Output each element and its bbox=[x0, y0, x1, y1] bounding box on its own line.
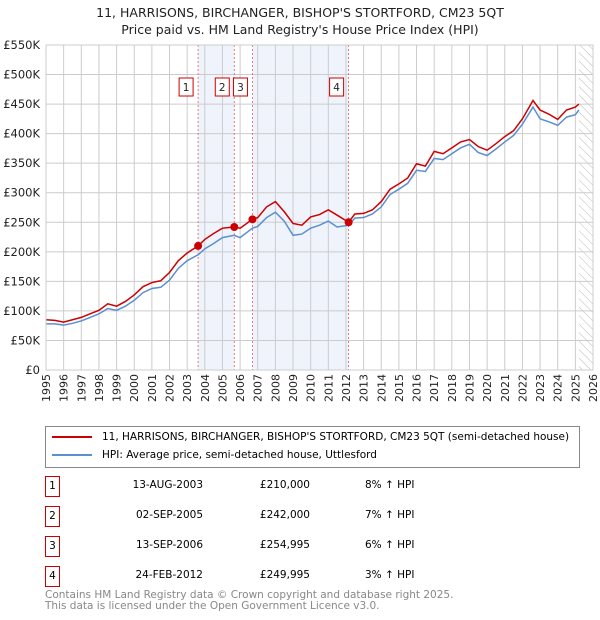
x-tick-label: 2000 bbox=[128, 374, 141, 402]
sale-marker-badge: 4 bbox=[45, 566, 60, 587]
x-tick-label: 2009 bbox=[287, 374, 300, 402]
legend-property: 11, HARRISONS, BIRCHANGER, BISHOP'S STOR… bbox=[102, 431, 570, 443]
legend: 11, HARRISONS, BIRCHANGER, BISHOP'S STOR… bbox=[45, 426, 580, 468]
x-tick-label: 2024 bbox=[552, 374, 565, 402]
x-tick-label: 1995 bbox=[40, 374, 53, 402]
hpi-change: 8% ↑ HPI bbox=[365, 479, 415, 491]
sale-marker-label: 2 bbox=[219, 82, 226, 94]
x-tick-label: 2003 bbox=[181, 374, 194, 402]
x-tick-label: 2026 bbox=[587, 374, 600, 402]
sale-price: £242,000 bbox=[259, 509, 310, 521]
price-paid-line bbox=[45, 99, 580, 323]
chart-subtitle: Price paid vs. HM Land Registry's House … bbox=[121, 22, 479, 37]
x-tick-label: 2008 bbox=[269, 374, 282, 402]
x-tick-label: 2012 bbox=[340, 374, 353, 402]
y-tick-label: £550K bbox=[3, 38, 40, 52]
sale-marker-box bbox=[232, 77, 248, 97]
x-tick-label: 2022 bbox=[516, 374, 529, 402]
x-tick-label: 2021 bbox=[499, 374, 512, 402]
sale-marker-badge: 1 bbox=[45, 476, 60, 497]
y-tick-label: £450K bbox=[3, 97, 40, 111]
y-tick-label: £50K bbox=[11, 333, 41, 347]
x-tick-label: 2025 bbox=[569, 374, 582, 402]
transaction-row: 2 02-SEP-2005 £242,000 7% ↑ HPI bbox=[45, 506, 445, 527]
shaded-range bbox=[198, 45, 235, 370]
x-tick-label: 2004 bbox=[199, 374, 212, 402]
sale-point bbox=[344, 218, 353, 227]
sale-point bbox=[230, 223, 239, 231]
x-tick-label: 2013 bbox=[358, 374, 371, 402]
x-tick-label: 1996 bbox=[58, 374, 71, 402]
y-tick-label: £400K bbox=[3, 127, 40, 141]
hpi-change: 7% ↑ HPI bbox=[365, 509, 415, 521]
x-tick-label: 2007 bbox=[252, 374, 265, 402]
footer-copyright: Contains HM Land Registry data © Crown c… bbox=[45, 589, 454, 601]
sale-marker-label: 3 bbox=[237, 82, 244, 94]
shaded-range bbox=[252, 45, 349, 370]
sale-date: 24-FEB-2012 bbox=[135, 569, 203, 581]
y-tick-label: £100K bbox=[3, 304, 40, 318]
x-tick-label: 2005 bbox=[216, 374, 229, 402]
y-tick-label: £200K bbox=[3, 245, 40, 259]
price-chart: 1995 1996 1997 1998 1999 2000 2001 2002 2003 2004… bbox=[3, 38, 600, 402]
transaction-row: 1 13-AUG-2003 £210,000 8% ↑ HPI bbox=[45, 476, 445, 497]
hpi-change: 6% ↑ HPI bbox=[365, 539, 415, 551]
footer-licence: This data is licensed under the Open Gov… bbox=[45, 600, 380, 612]
legend-hpi: HPI: Average price, semi-detached house,… bbox=[102, 449, 377, 461]
sale-marker-badge: 3 bbox=[45, 536, 60, 557]
sale-marker-box bbox=[329, 77, 345, 97]
x-tick-label: 2001 bbox=[146, 374, 159, 402]
sale-price: £249,995 bbox=[259, 569, 310, 581]
y-tick-label: £350K bbox=[3, 156, 40, 170]
sale-marker-badge: 2 bbox=[45, 506, 60, 527]
sale-marker-box bbox=[214, 77, 230, 97]
sale-marker-label: 4 bbox=[333, 82, 340, 94]
x-tick-label: 2023 bbox=[534, 374, 547, 402]
x-tick-label: 2018 bbox=[446, 374, 459, 402]
x-tick-label: 1997 bbox=[75, 374, 88, 402]
sale-point bbox=[248, 215, 257, 224]
sale-price: £210,000 bbox=[259, 479, 310, 491]
hpi-change: 3% ↑ HPI bbox=[365, 569, 415, 581]
sale-date: 13-SEP-2006 bbox=[135, 539, 203, 551]
x-tick-label: 2016 bbox=[411, 374, 424, 402]
hpi-line bbox=[46, 105, 580, 326]
sale-point bbox=[194, 241, 203, 250]
legend-red-line bbox=[52, 436, 92, 438]
y-tick-label: £0 bbox=[25, 363, 40, 377]
sale-price: £254,995 bbox=[259, 539, 310, 551]
x-tick-label: 2017 bbox=[428, 374, 441, 402]
x-tick-label: 2011 bbox=[322, 374, 335, 402]
legend-blue-line bbox=[52, 454, 92, 456]
sale-marker-box bbox=[178, 77, 194, 97]
plot-frame bbox=[45, 44, 594, 371]
forecast-hatch bbox=[578, 45, 593, 370]
x-tick-label: 2020 bbox=[481, 374, 494, 402]
transaction-row: 3 13-SEP-2006 £254,995 6% ↑ HPI bbox=[45, 536, 445, 557]
x-tick-label: 1998 bbox=[93, 374, 106, 402]
chart-title: 11, HARRISONS, BIRCHANGER, BISHOP'S STOR… bbox=[96, 5, 504, 20]
sale-date: 13-AUG-2003 bbox=[132, 479, 203, 491]
sale-date: 02-SEP-2005 bbox=[135, 509, 203, 521]
x-tick-label: 2019 bbox=[463, 374, 476, 402]
y-tick-label: £150K bbox=[3, 274, 40, 288]
y-tick-label: £300K bbox=[3, 186, 40, 200]
x-tick-label: 2002 bbox=[164, 374, 177, 402]
sale-marker-label: 1 bbox=[183, 82, 190, 94]
x-tick-label: 2015 bbox=[393, 374, 406, 402]
footer: Contains HM Land Registry data © Crown c… bbox=[45, 590, 453, 612]
x-tick-label: 2006 bbox=[234, 374, 247, 402]
y-tick-label: £250K bbox=[3, 215, 40, 229]
transaction-row: 4 24-FEB-2012 £249,995 3% ↑ HPI bbox=[45, 566, 445, 587]
x-tick-label: 2010 bbox=[305, 374, 318, 402]
y-tick-label: £500K bbox=[3, 68, 40, 82]
x-tick-label: 2014 bbox=[375, 374, 388, 402]
x-tick-label: 1999 bbox=[111, 374, 124, 402]
